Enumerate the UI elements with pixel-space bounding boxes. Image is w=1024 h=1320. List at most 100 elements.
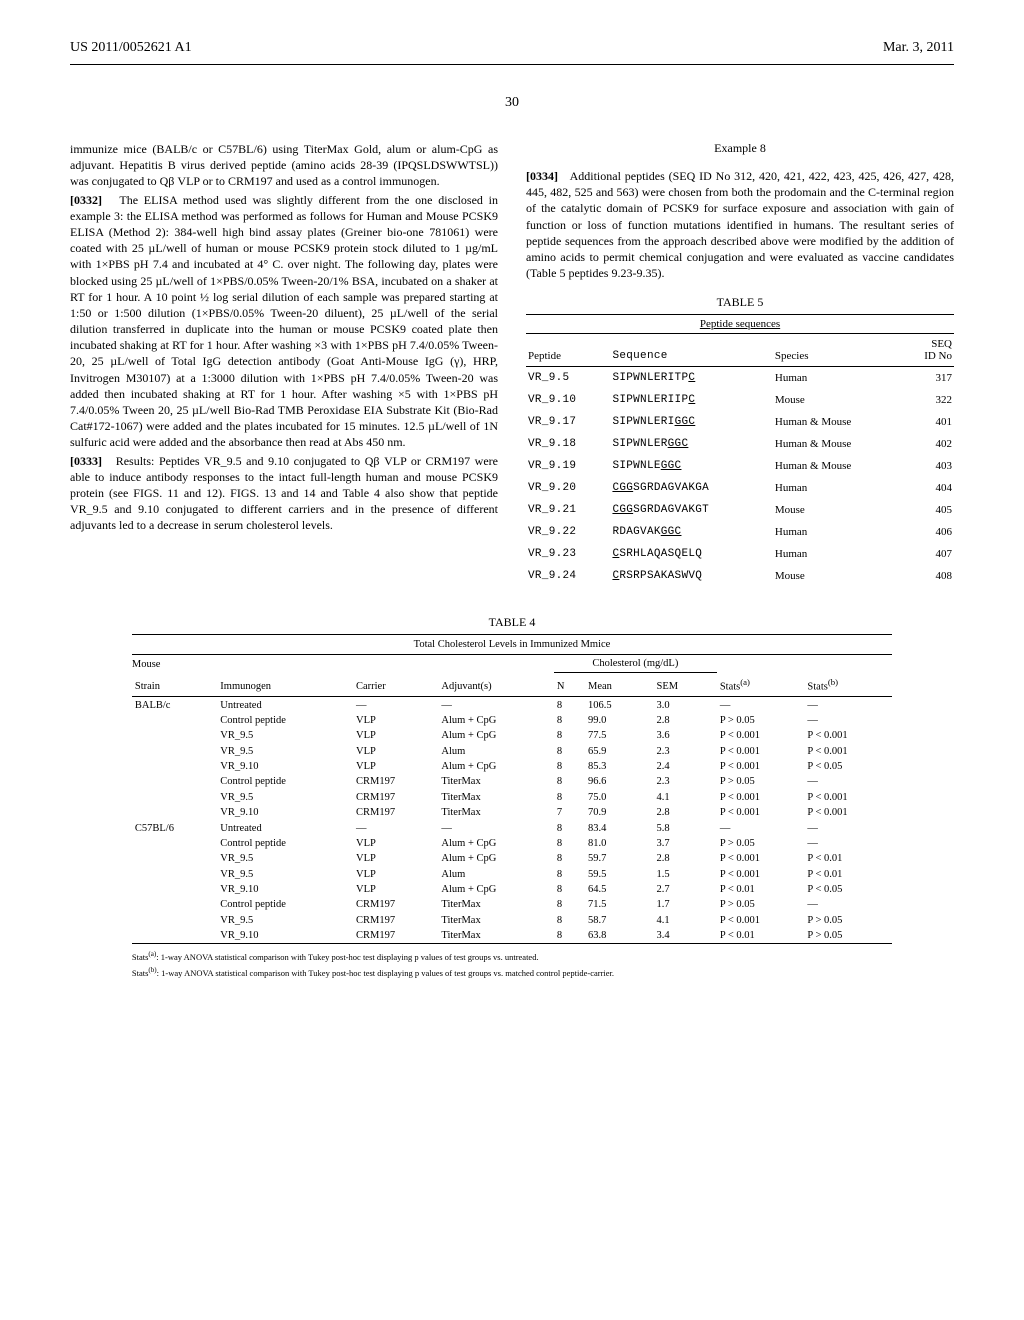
table5-sequence: CSRHLAQASQELQ	[610, 543, 772, 565]
table5-header: Peptide	[526, 334, 610, 367]
table4-strain	[132, 805, 217, 820]
table4-n: 8	[554, 743, 585, 758]
table4-immunogen: VR_9.5	[217, 743, 353, 758]
table4-mean: 71.5	[585, 897, 654, 912]
table4-sem: 2.3	[654, 774, 717, 789]
table4-strain	[132, 928, 217, 944]
table4-n: 8	[554, 759, 585, 774]
table4-sem: 3.6	[654, 728, 717, 743]
table4-carrier: VLP	[353, 836, 438, 851]
table4-header: Immunogen	[217, 673, 353, 697]
table5-species: Human & Mouse	[773, 411, 903, 433]
table4-group-left: Mouse	[132, 655, 217, 673]
table4-sem: 3.4	[654, 928, 717, 944]
table4-strain	[132, 774, 217, 789]
table5-seqid: 402	[903, 433, 954, 455]
table4-group-right: Cholesterol (mg/dL)	[554, 655, 717, 673]
table4-stats-a: —	[717, 820, 805, 835]
para-intro: immunize mice (BALB/c or C57BL/6) using …	[70, 141, 498, 190]
para-text: Results: Peptides VR_9.5 and 9.10 conjug…	[70, 454, 498, 533]
table4-adjuvant: Alum + CpG	[438, 882, 553, 897]
table5-peptide: VR_9.20	[526, 477, 610, 499]
table4-stats-b: P < 0.01	[804, 866, 892, 881]
table4-wrap: TABLE 4 Total Cholesterol Levels in Immu…	[70, 615, 954, 979]
table4-stats-a: P < 0.01	[717, 928, 805, 944]
table4-adjuvant: Alum + CpG	[438, 713, 553, 728]
table5-header: Sequence	[610, 334, 772, 367]
table4-strain: C57BL/6	[132, 820, 217, 835]
table4-adjuvant: Alum + CpG	[438, 728, 553, 743]
table4-immunogen: VR_9.10	[217, 759, 353, 774]
table4-carrier: VLP	[353, 728, 438, 743]
table4-stats-b: P < 0.05	[804, 882, 892, 897]
table4-strain	[132, 836, 217, 851]
table4-n: 7	[554, 805, 585, 820]
table5-sequence: SIPWNLEGGC	[610, 455, 772, 477]
table4-immunogen: VR_9.5	[217, 851, 353, 866]
table4-carrier: VLP	[353, 713, 438, 728]
table4-immunogen: VR_9.5	[217, 866, 353, 881]
table4-sem: 1.5	[654, 866, 717, 881]
table4-carrier: CRM197	[353, 774, 438, 789]
table4-stats-b: P < 0.001	[804, 728, 892, 743]
table4-immunogen: Control peptide	[217, 713, 353, 728]
table4-strain	[132, 728, 217, 743]
table4-header: Stats(b)	[804, 673, 892, 697]
table4-header: Adjuvant(s)	[438, 673, 553, 697]
table4-stats-a: P < 0.001	[717, 913, 805, 928]
table5-sequence: SIPWNLERITPC	[610, 367, 772, 390]
table5-peptide: VR_9.21	[526, 499, 610, 521]
table4-stats-a: P < 0.001	[717, 851, 805, 866]
table4-immunogen: VR_9.10	[217, 882, 353, 897]
table4-strain	[132, 713, 217, 728]
table4-n: 8	[554, 713, 585, 728]
table4-n: 8	[554, 697, 585, 713]
table5-species: Mouse	[773, 389, 903, 411]
table4-sem: 3.7	[654, 836, 717, 851]
table4-header: Carrier	[353, 673, 438, 697]
table4-adjuvant: TiterMax	[438, 805, 553, 820]
table4-n: 8	[554, 866, 585, 881]
table5-sequence: SIPWNLERIGGC	[610, 411, 772, 433]
header-left: US 2011/0052621 A1	[70, 40, 192, 56]
table4-sem: 4.1	[654, 790, 717, 805]
table4-stats-a: P > 0.05	[717, 836, 805, 851]
table4-header: N	[554, 673, 585, 697]
table4-carrier: CRM197	[353, 805, 438, 820]
table5-peptide: VR_9.19	[526, 455, 610, 477]
table4-adjuvant: —	[438, 820, 553, 835]
table4-immunogen: Control peptide	[217, 836, 353, 851]
table4-stats-b: P > 0.05	[804, 913, 892, 928]
table4-mean: 65.9	[585, 743, 654, 758]
table4-mean: 96.6	[585, 774, 654, 789]
table5: Peptide sequences Peptide Sequence Speci…	[526, 314, 954, 587]
table5-sequence: SIPWNLERIIPC	[610, 389, 772, 411]
table5-peptide: VR_9.23	[526, 543, 610, 565]
table4-adjuvant: TiterMax	[438, 928, 553, 944]
table4-sem: 5.8	[654, 820, 717, 835]
table4-adjuvant: TiterMax	[438, 897, 553, 912]
table4-strain	[132, 851, 217, 866]
table5-sequence: CRSRPSAKASWVQ	[610, 565, 772, 587]
example-heading: Example 8	[526, 141, 954, 156]
table4-stats-a: P < 0.001	[717, 759, 805, 774]
table4-adjuvant: Alum + CpG	[438, 851, 553, 866]
table4-adjuvant: Alum	[438, 743, 553, 758]
table4-n: 8	[554, 851, 585, 866]
table4-stats-b: —	[804, 897, 892, 912]
table4-mean: 77.5	[585, 728, 654, 743]
table4-sem: 2.8	[654, 851, 717, 866]
table4-strain	[132, 759, 217, 774]
footnote-a: Stats(a): 1-way ANOVA statistical compar…	[132, 950, 892, 963]
table4-carrier: CRM197	[353, 790, 438, 805]
table4-stats-a: P < 0.001	[717, 728, 805, 743]
table4-sem: 2.7	[654, 882, 717, 897]
table5-seqid: 317	[903, 367, 954, 390]
table4-caption: TABLE 4	[70, 615, 954, 630]
table4-carrier: VLP	[353, 759, 438, 774]
table4-sem: 2.8	[654, 713, 717, 728]
table4-n: 8	[554, 928, 585, 944]
table4-n: 8	[554, 774, 585, 789]
table4-stats-a: P < 0.001	[717, 805, 805, 820]
table5-seqid: 403	[903, 455, 954, 477]
